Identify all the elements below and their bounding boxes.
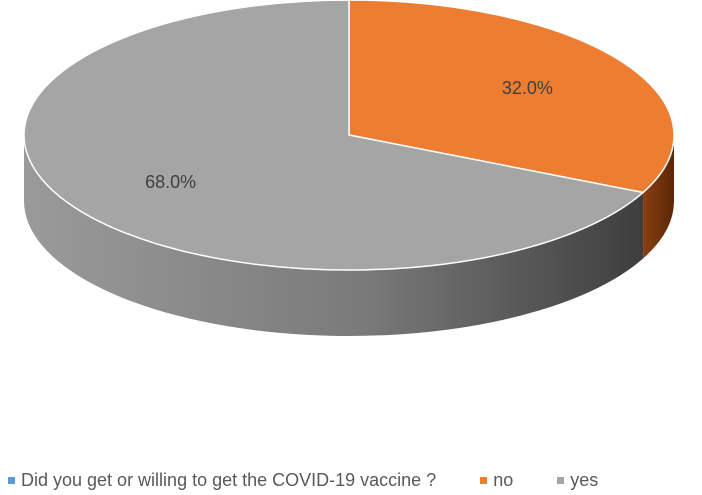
- data-label-yes: 68.0%: [145, 172, 196, 192]
- pie-side-yes: [24, 135, 644, 336]
- pie-slice-no: [348, 0, 675, 194]
- legend-item-question: Did you get or willing to get the COVID-…: [8, 470, 436, 491]
- legend-label-no: no: [493, 470, 514, 490]
- pie-slice-yes: [23, 0, 645, 271]
- legend-label-yes: yes: [570, 470, 599, 490]
- legend-item-yes: yes: [557, 470, 598, 491]
- data-label-no: 32.0%: [502, 78, 553, 98]
- legend-swatch-question: [8, 477, 15, 484]
- chart-legend: Did you get or willing to get the COVID-…: [8, 470, 598, 491]
- legend-swatch-no: [480, 477, 488, 484]
- legend-swatch-yes: [557, 477, 565, 484]
- legend-item-no: no: [480, 470, 513, 491]
- legend-label-question: Did you get or willing to get the COVID-…: [21, 470, 437, 490]
